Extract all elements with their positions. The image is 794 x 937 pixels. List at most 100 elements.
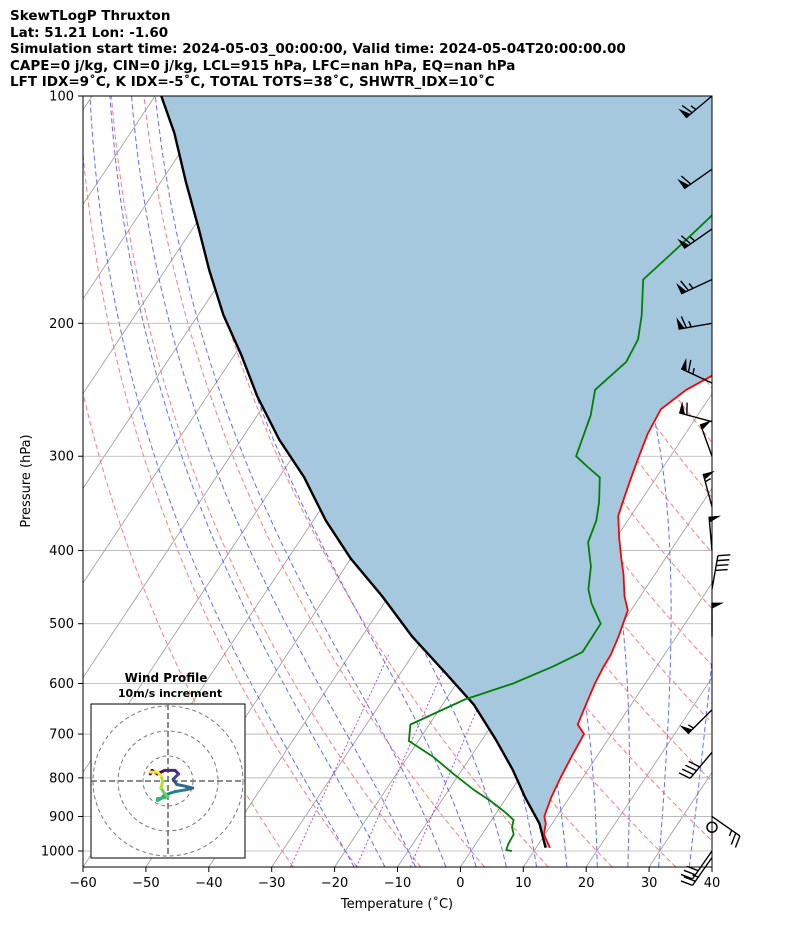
wind-barb-pennant	[700, 420, 712, 430]
moist-adiabat-line	[89, 96, 355, 867]
mixing-ratio-line	[290, 654, 390, 867]
wind-barb	[711, 554, 731, 590]
wind-barb-pennant	[679, 725, 693, 734]
indices-line-2: LFT IDX=9˚C, K IDX=-5˚C, TOTAL TOTS=38˚C…	[10, 74, 495, 90]
wind-barb-flag	[680, 235, 692, 245]
wind-barb-flag	[681, 768, 694, 776]
wind-barb-flag	[678, 772, 691, 779]
wind-barb-pennant	[709, 515, 721, 523]
wind-barb-half-flag	[704, 478, 712, 483]
isotherm-line	[711, 866, 712, 867]
x-axis-ticks: −60 −50 −40 −30 −20 −10 0 10 20 30 40	[69, 867, 720, 891]
isotherm-line	[585, 676, 712, 867]
wind-barb	[708, 515, 721, 551]
wind-barb-flag	[734, 835, 741, 848]
isotherm-line	[83, 96, 282, 395]
wind-barb-half-flag	[692, 367, 695, 375]
wind-barb	[680, 357, 713, 384]
x-tick-label: 30	[641, 876, 658, 891]
wind-barb-pennant	[681, 357, 687, 372]
moist-adiabat-line	[109, 96, 386, 867]
dry-adiabat-line	[83, 390, 294, 867]
wind-barb-flag	[680, 880, 693, 887]
dry-adiabat-line	[176, 96, 549, 867]
moist-adiabat-line	[720, 96, 794, 867]
hodograph-ring	[92, 705, 244, 857]
y-tick-label: 500	[49, 617, 74, 632]
wind-barb-half-flag	[728, 829, 733, 837]
wind-barb-flag	[716, 559, 730, 562]
wind-barbs	[676, 95, 741, 887]
wind-barb	[676, 278, 713, 295]
wind-barb-half-flag	[688, 283, 694, 289]
wind-barb-pennant	[678, 108, 691, 118]
x-axis-label: Temperature (˚C)	[340, 896, 453, 912]
wind-barb-flag	[717, 554, 731, 557]
wind-barb-staff	[689, 751, 713, 779]
x-tick-label: 0	[456, 876, 464, 891]
wind-barb-pennant	[676, 317, 685, 330]
wind-barb	[699, 420, 713, 457]
wind-barb-half-flag	[687, 724, 694, 729]
y-tick-label: 600	[49, 677, 74, 692]
wind-barb-flag	[680, 175, 692, 185]
y-tick-label: 800	[49, 771, 74, 786]
wind-barb-flag	[685, 764, 697, 772]
dry-adiabat-line	[83, 147, 358, 867]
x-tick-label: −50	[132, 876, 159, 891]
wind-barb-staff	[678, 412, 713, 423]
hodograph-subtitle: 10m/s increment	[118, 687, 222, 700]
dry-adiabat-line	[501, 96, 712, 444]
moist-adiabat-line	[181, 96, 477, 867]
wind-barb-flag	[683, 876, 696, 882]
y-axis-ticks: 100 200 300 400 500 600 700 800 900 1000	[41, 90, 83, 860]
wind-barb	[678, 401, 713, 423]
wind-barb-flag	[688, 760, 701, 768]
hodograph-title: Wind Profile	[125, 671, 208, 685]
y-tick-label: 400	[49, 544, 74, 559]
wind-barb	[678, 95, 713, 119]
wind-barb-staff	[711, 555, 719, 590]
temperature-line	[542, 374, 712, 849]
x-tick-label: −10	[384, 876, 411, 891]
wind-barb	[678, 751, 713, 779]
wind-barb	[676, 316, 713, 330]
parcel-path-line	[160, 96, 547, 848]
wind-barb-flag	[680, 873, 693, 880]
y-tick-label: 200	[49, 317, 74, 332]
location-line: Lat: 51.21 Lon: -1.60	[10, 24, 169, 41]
hodograph-plot	[91, 704, 245, 858]
dry-adiabat-line	[143, 96, 485, 867]
time-line: Simulation start time: 2024-05-03_00:00:…	[10, 41, 626, 57]
moist-adiabat-line	[154, 96, 447, 867]
wind-barb-half-flag	[690, 105, 697, 111]
x-tick-label: −30	[258, 876, 285, 891]
indices-line-1: CAPE=0 j/kg, CIN=0 j/kg, LCL=915 hPa, LF…	[10, 57, 516, 74]
chart-title: SkewTLogP Thruxton	[10, 8, 171, 24]
wind-barb-staff	[691, 850, 713, 880]
wind-barb-pennant	[677, 178, 690, 189]
hodograph-inset: Wind Profile 10m/s increment	[90, 671, 246, 859]
wind-barb	[711, 602, 724, 637]
wind-barb-flag	[680, 280, 689, 291]
dry-adiabat-line	[110, 96, 422, 867]
x-tick-label: 10	[515, 876, 532, 891]
wind-barb	[680, 857, 713, 887]
cape-cin-area	[161, 96, 712, 848]
wind-barb-staff	[691, 857, 713, 886]
hodograph-trace-segment	[173, 788, 188, 794]
x-tick-label: −60	[69, 876, 96, 891]
y-axis-label: Pressure (hPa)	[19, 434, 34, 527]
hodograph-ring	[117, 730, 219, 832]
wind-barb-pennant	[712, 602, 724, 609]
wind-barb-half-flag	[689, 236, 696, 242]
wind-barb-staff	[678, 322, 713, 330]
wind-barb-pennant	[676, 282, 687, 294]
wind-barb-staff	[699, 424, 713, 457]
wind-barb-flag	[716, 563, 729, 567]
isotherm-line	[83, 96, 93, 111]
x-tick-label: −40	[195, 876, 222, 891]
x-tick-label: 20	[578, 876, 595, 891]
wind-barb-staff	[702, 473, 713, 507]
